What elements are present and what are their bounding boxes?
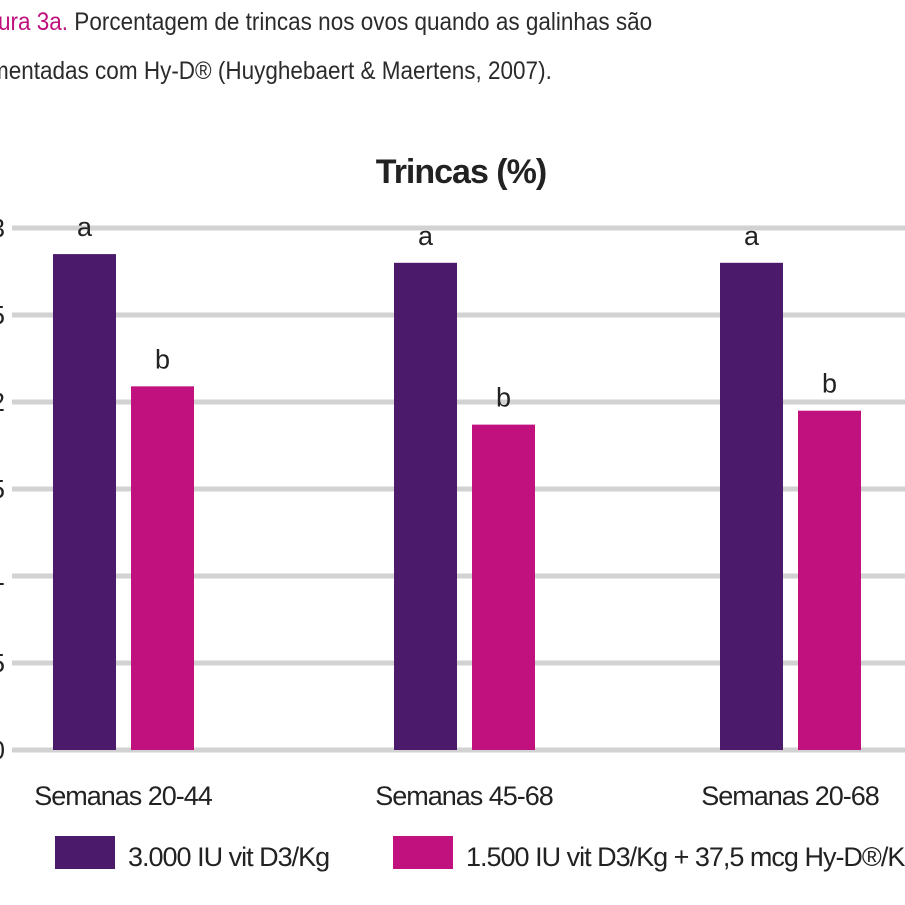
- legend-label: 3.000 IU vit D3/Kg: [128, 842, 329, 872]
- caption-line-1: ura 3a. Porcentagem de trincas nos ovos …: [0, 8, 652, 37]
- legend: 3.000 IU vit D3/Kg 1.500 IU vit D3/Kg + 3…: [55, 836, 905, 872]
- y-tick-label: 3: [0, 213, 5, 243]
- caption-text-2: mentadas com Hy-D® (Huyghebaert & Maerte…: [0, 57, 552, 85]
- figure-label: ura 3a.: [0, 8, 69, 36]
- x-category-label: Semanas 20-44: [34, 781, 213, 811]
- bar-significance-label: a: [77, 212, 93, 242]
- bar: [131, 386, 194, 750]
- bar-significance-label: a: [744, 221, 760, 251]
- bar-significance-label: a: [418, 221, 434, 251]
- x-category-label: Semanas 20-68: [701, 781, 879, 811]
- x-category-label: Semanas 45-68: [375, 781, 553, 811]
- y-tick-label: 1.5: [0, 474, 5, 504]
- y-tick-label: 2.5: [0, 300, 5, 330]
- legend-label: 1.500 IU vit D3/Kg + 37,5 mcg Hy-D®/Kg: [466, 842, 905, 872]
- legend-swatch: [55, 836, 115, 869]
- bar: [720, 262, 783, 750]
- bar: [53, 254, 116, 750]
- caption-text-1: Porcentagem de trincas nos ovos quando a…: [68, 8, 653, 36]
- legend-swatch: [393, 836, 453, 869]
- bar-significance-label: b: [155, 344, 170, 374]
- y-tick-label: 2: [0, 387, 5, 417]
- bar-significance-label: b: [496, 383, 511, 413]
- chart-title: Trincas (%): [376, 153, 546, 191]
- bar-significance-label: b: [822, 369, 837, 399]
- bar: [394, 262, 457, 750]
- caption-line-2: mentadas com Hy-D® (Huyghebaert & Maerte…: [0, 57, 552, 86]
- y-tick-label: 0: [0, 735, 5, 765]
- y-tick-label: 0.5: [0, 648, 5, 678]
- bar: [798, 410, 861, 750]
- y-tick-label: 1: [0, 561, 5, 591]
- bar: [472, 424, 535, 750]
